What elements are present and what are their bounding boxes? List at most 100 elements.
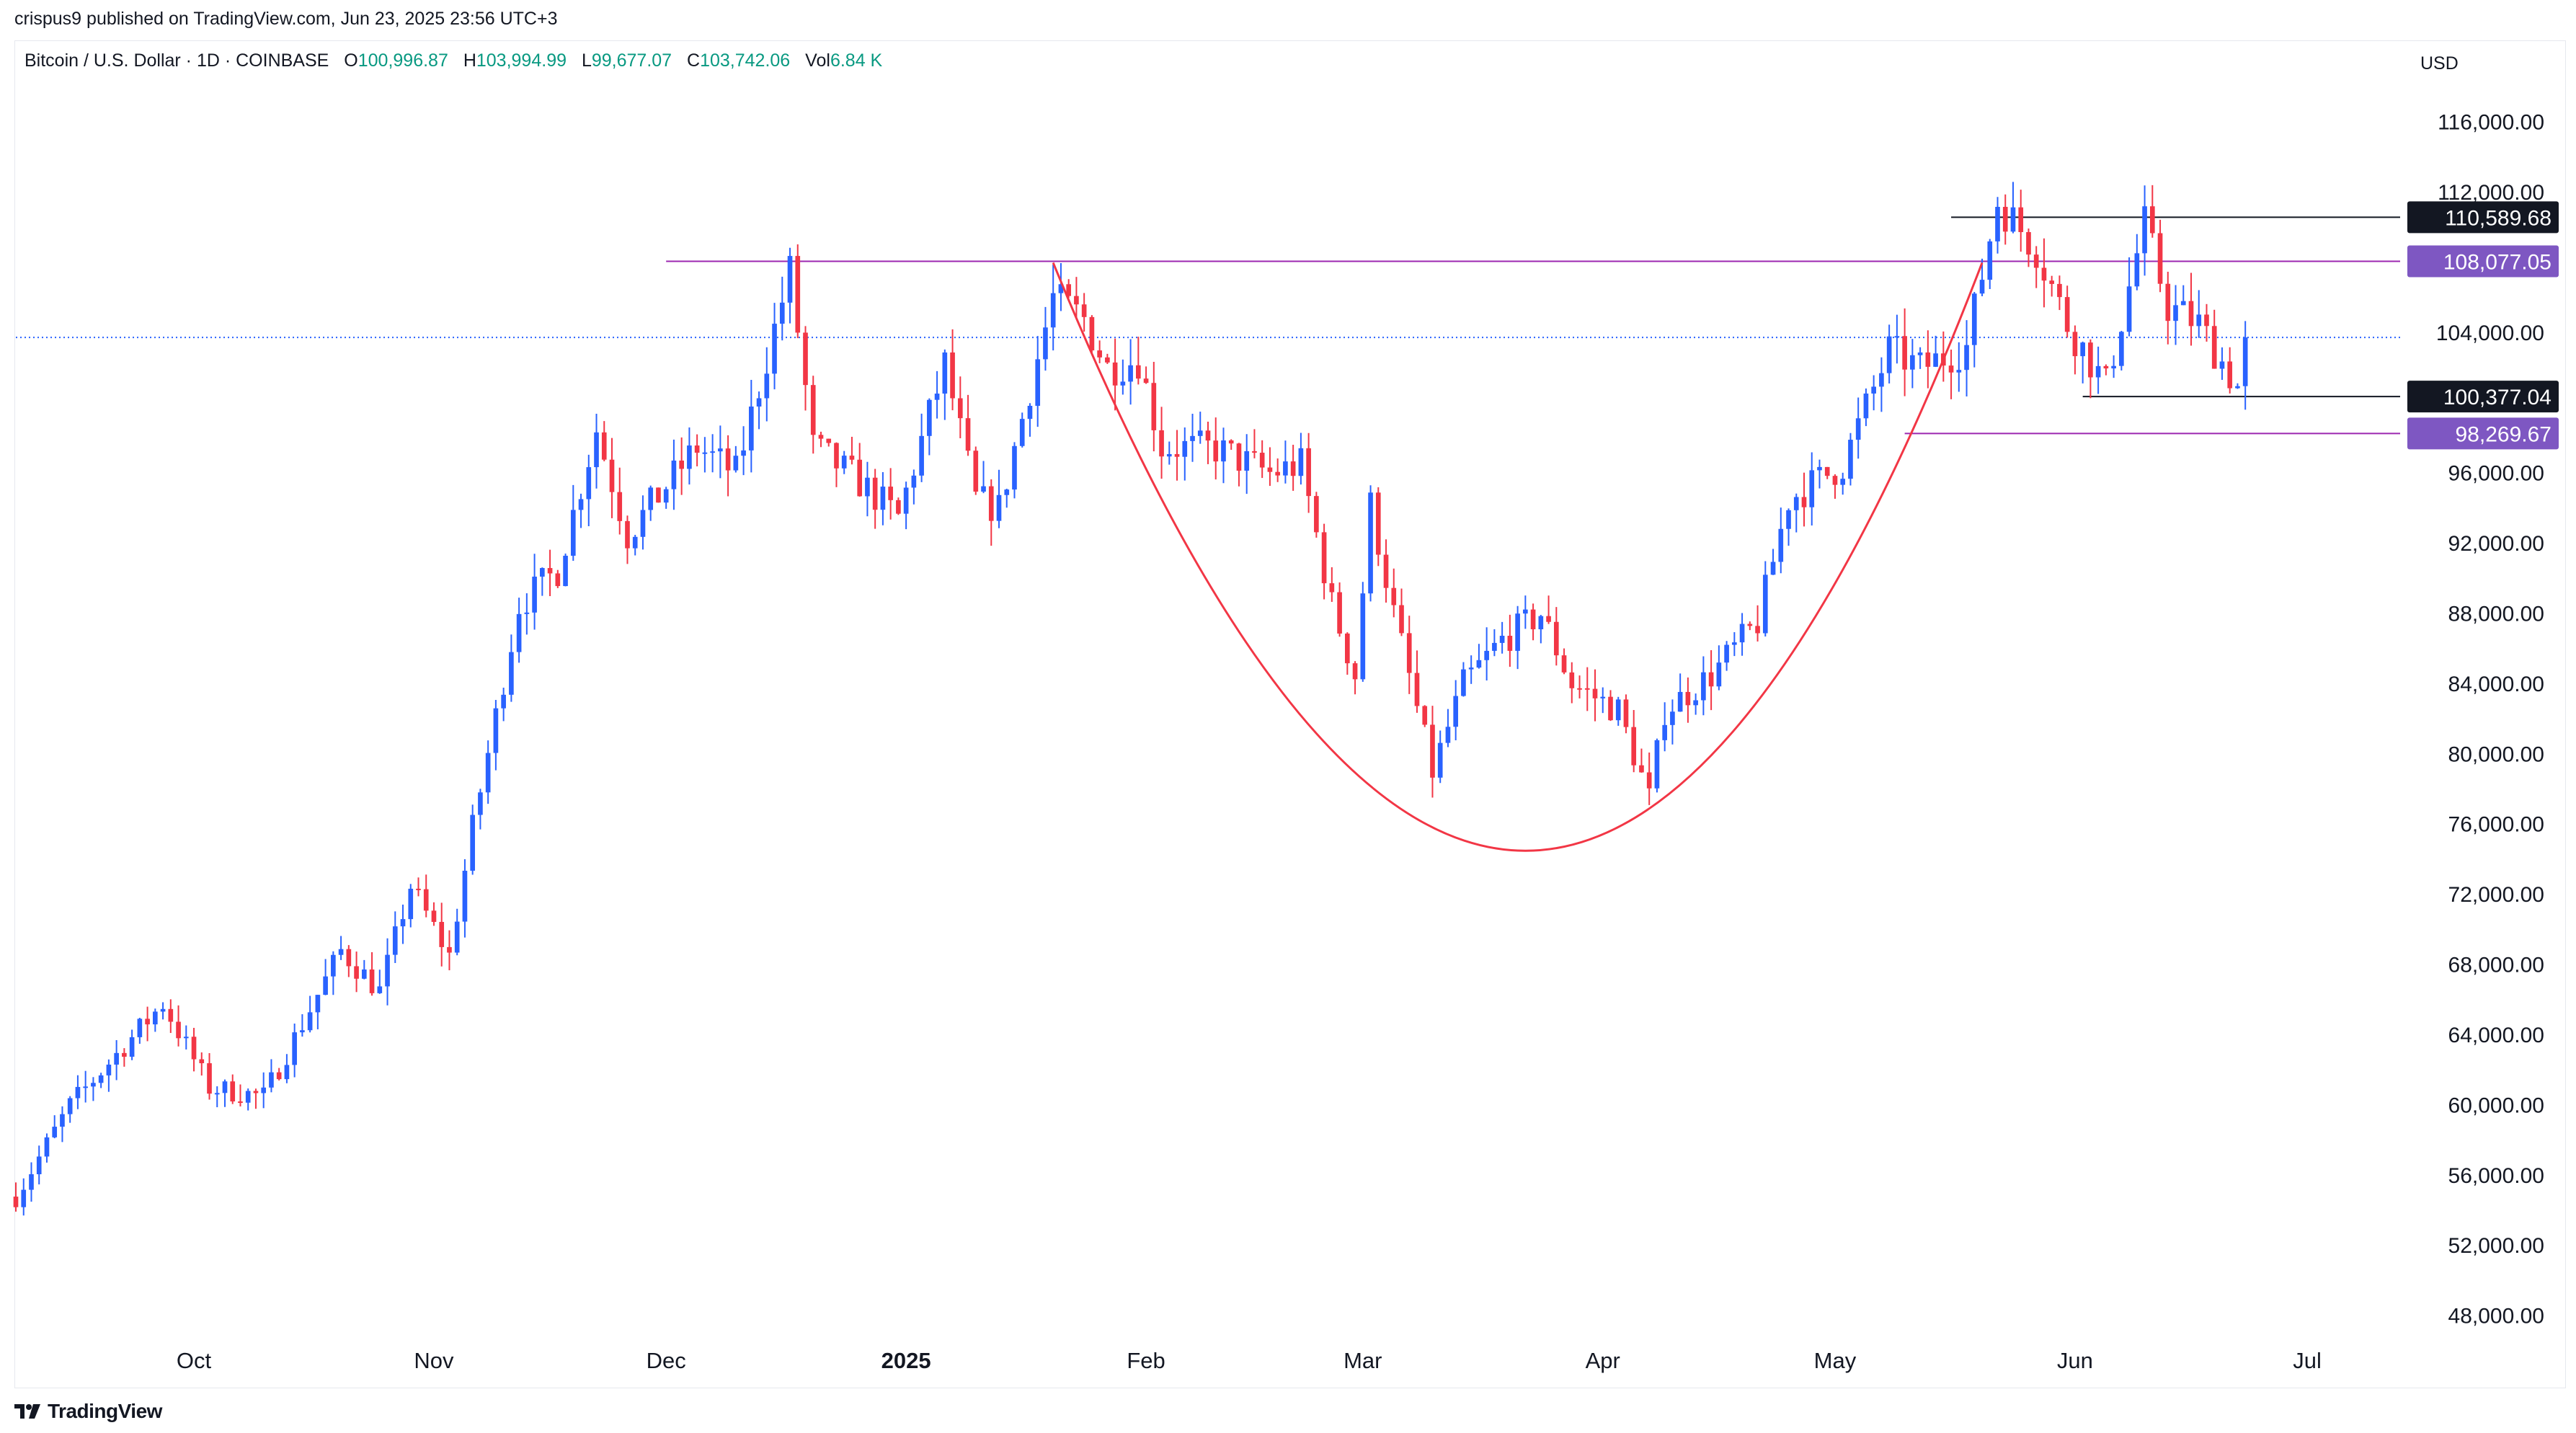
candle-up bbox=[408, 888, 414, 920]
candle-up bbox=[2134, 253, 2140, 287]
candle-up bbox=[361, 969, 367, 979]
candle-up bbox=[1058, 284, 1064, 293]
candle-down bbox=[826, 438, 832, 443]
candle-down bbox=[168, 1008, 174, 1022]
candle-up bbox=[60, 1114, 65, 1127]
candle-up bbox=[2219, 361, 2225, 369]
candle-up bbox=[292, 1032, 297, 1065]
candle-up bbox=[1368, 492, 1373, 594]
candle-up bbox=[245, 1091, 251, 1103]
candle-down bbox=[1646, 772, 1652, 789]
candle-down bbox=[1383, 554, 1389, 588]
candle-up bbox=[509, 652, 514, 695]
y-tick-label: 104,000.00 bbox=[2436, 321, 2544, 345]
candle-up bbox=[532, 576, 537, 613]
candle-down bbox=[423, 889, 429, 911]
candle-up bbox=[1197, 430, 1203, 436]
price-label-text: 98,269.67 bbox=[2456, 422, 2551, 446]
price-label-text: 110,589.68 bbox=[2445, 206, 2551, 230]
candle-up bbox=[570, 510, 576, 556]
candle-up bbox=[1221, 440, 1226, 462]
candle-down bbox=[1902, 336, 1907, 370]
candle-down bbox=[1151, 383, 1157, 430]
candle-down bbox=[803, 332, 808, 386]
candle-up bbox=[1809, 470, 1815, 507]
candle-up bbox=[1035, 359, 1041, 406]
symbol-legend: Bitcoin / U.S. Dollar · 1D · COINBASE O1… bbox=[25, 50, 882, 71]
tradingview-logo[interactable]: TradingView bbox=[14, 1400, 162, 1423]
candle-down bbox=[238, 1101, 243, 1104]
candle-down bbox=[625, 520, 630, 549]
candle-up bbox=[129, 1037, 135, 1057]
currency-label: USD bbox=[2420, 53, 2459, 74]
candle-up bbox=[733, 456, 739, 471]
candle-down bbox=[439, 921, 445, 947]
candle-up bbox=[331, 954, 336, 977]
candle-down bbox=[1290, 461, 1296, 476]
candle-up bbox=[1476, 660, 1482, 668]
price-label-box bbox=[2407, 245, 2559, 278]
candle-down bbox=[1228, 440, 1234, 444]
candle-up bbox=[1778, 528, 1784, 562]
candle-up bbox=[1786, 510, 1791, 529]
candle-down bbox=[888, 487, 893, 500]
candle-down bbox=[810, 385, 816, 435]
candle-down bbox=[1406, 633, 1412, 673]
candle-down bbox=[1755, 626, 1760, 634]
candle-down bbox=[1252, 451, 1257, 453]
candle-down bbox=[1321, 532, 1327, 584]
candle-up bbox=[1987, 241, 1993, 280]
y-tick-label: 64,000.00 bbox=[2448, 1024, 2544, 1047]
candle-up bbox=[1677, 691, 1683, 712]
candle-down bbox=[1066, 284, 1072, 296]
candle-up bbox=[1979, 280, 1985, 294]
candle-down bbox=[447, 946, 452, 953]
candle-down bbox=[2041, 267, 2047, 281]
candle-down bbox=[1136, 365, 1141, 379]
candle-down bbox=[1801, 497, 1807, 507]
close-value: 103,742.06 bbox=[700, 50, 791, 71]
candle-up bbox=[841, 456, 847, 469]
y-tick-label: 80,000.00 bbox=[2448, 742, 2544, 766]
candle-up bbox=[710, 451, 715, 453]
candle-up bbox=[563, 555, 568, 587]
candle-down bbox=[354, 966, 359, 979]
candle-up bbox=[454, 921, 460, 953]
cup-pattern bbox=[1052, 262, 1984, 852]
symbol-name[interactable]: Bitcoin / U.S. Dollar · 1D · COINBASE bbox=[25, 50, 329, 71]
price-labels: 110,589.68 108,077.05 100,377.04 98,269.67 bbox=[2407, 201, 2559, 450]
candle-up bbox=[779, 302, 785, 324]
x-tick-label: Jun bbox=[2057, 1348, 2093, 1373]
candle-up bbox=[787, 256, 793, 303]
candle-up bbox=[1615, 699, 1621, 721]
candle-down bbox=[601, 432, 607, 460]
candle-up bbox=[478, 792, 483, 815]
price-chart[interactable]: USD 116,000.00 112,000.00 104,000.00 96,000.… bbox=[0, 0, 2576, 1391]
candle-down bbox=[1553, 621, 1559, 656]
candle-up bbox=[91, 1083, 96, 1087]
candle-down bbox=[857, 459, 863, 497]
close-label: C bbox=[687, 50, 701, 71]
candle-up bbox=[1732, 642, 1737, 645]
candle-up bbox=[1445, 727, 1451, 743]
candle-down bbox=[1329, 583, 1335, 593]
candle-up bbox=[1724, 644, 1729, 663]
tradingview-brand: TradingView bbox=[48, 1400, 162, 1422]
price-label-box bbox=[2407, 417, 2559, 450]
candle-up bbox=[67, 1098, 73, 1114]
candle-up bbox=[21, 1189, 27, 1207]
candle-down bbox=[2227, 361, 2233, 389]
candle-down bbox=[2204, 314, 2209, 327]
candle-up bbox=[919, 435, 924, 476]
x-tick-label: Dec bbox=[647, 1348, 686, 1373]
candle-up bbox=[2010, 207, 2016, 232]
candle-down bbox=[950, 352, 955, 399]
candle-down bbox=[2018, 207, 2024, 232]
candle-up bbox=[36, 1156, 42, 1175]
candle-down bbox=[2033, 254, 2039, 268]
candle-up bbox=[29, 1174, 34, 1190]
candle-down bbox=[1584, 688, 1590, 690]
horizontal-lines bbox=[16, 216, 2400, 435]
candle-up bbox=[540, 568, 545, 577]
candle-up bbox=[1492, 642, 1497, 651]
